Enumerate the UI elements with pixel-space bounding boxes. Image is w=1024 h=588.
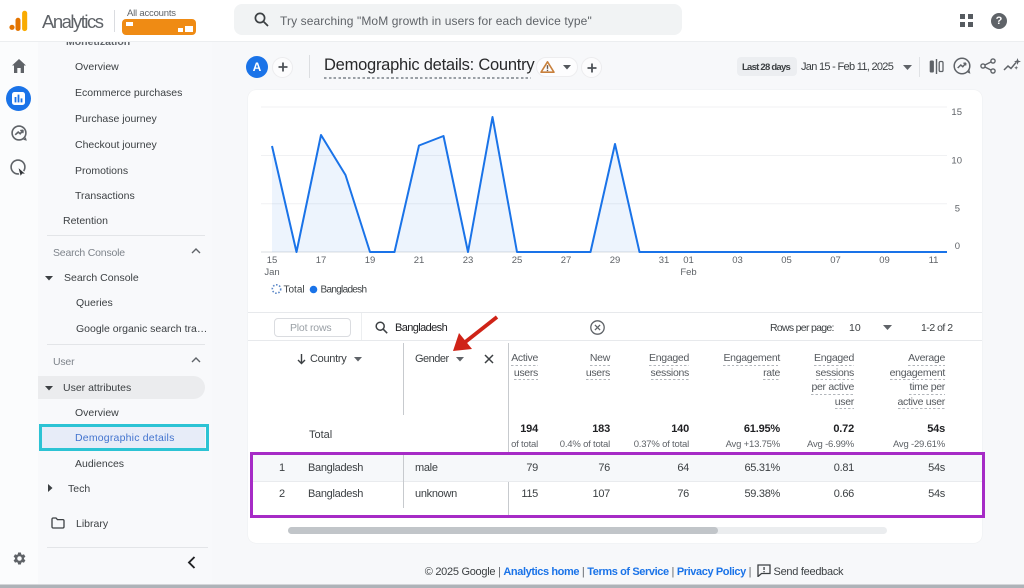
svg-text:05: 05: [781, 255, 792, 266]
svg-text:15: 15: [951, 107, 962, 118]
svg-text:17: 17: [316, 255, 327, 266]
svg-text:0: 0: [955, 241, 960, 252]
svg-text:21: 21: [414, 255, 425, 266]
svg-text:Total: Total: [284, 285, 305, 296]
svg-text:27: 27: [561, 255, 572, 266]
svg-text:Feb: Feb: [680, 267, 696, 278]
svg-text:5: 5: [955, 204, 960, 215]
svg-text:25: 25: [512, 255, 523, 266]
svg-text:Jan: Jan: [264, 267, 279, 278]
svg-text:01: 01: [683, 255, 694, 266]
svg-text:19: 19: [365, 255, 376, 266]
svg-text:31: 31: [659, 255, 670, 266]
svg-text:09: 09: [879, 255, 890, 266]
svg-text:10: 10: [951, 156, 962, 167]
svg-text:15: 15: [267, 255, 278, 266]
svg-text:03: 03: [732, 255, 743, 266]
svg-text:29: 29: [610, 255, 621, 266]
svg-text:11: 11: [929, 255, 939, 266]
svg-text:07: 07: [830, 255, 841, 266]
svg-text:23: 23: [463, 255, 474, 266]
svg-text:Bangladesh: Bangladesh: [321, 285, 367, 296]
